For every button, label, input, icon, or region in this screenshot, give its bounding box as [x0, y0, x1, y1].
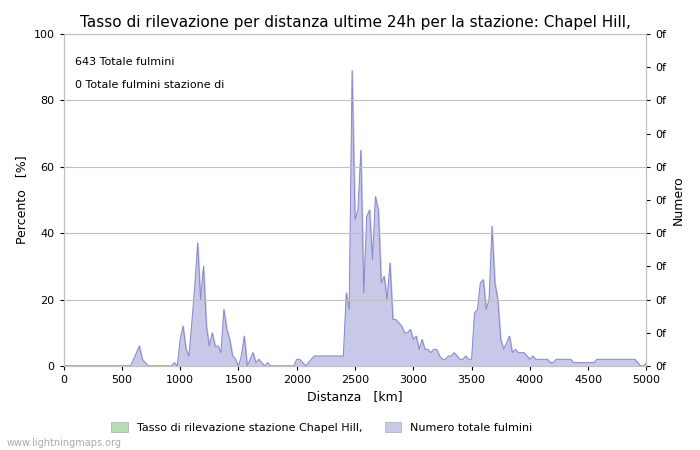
Title: Tasso di rilevazione per distanza ultime 24h per la stazione: Chapel Hill,: Tasso di rilevazione per distanza ultime…	[80, 15, 631, 30]
Y-axis label: Percento   [%]: Percento [%]	[15, 156, 28, 244]
X-axis label: Distanza   [km]: Distanza [km]	[307, 391, 402, 404]
Y-axis label: Numero: Numero	[672, 175, 685, 225]
Legend: Tasso di rilevazione stazione Chapel Hill,, Numero totale fulmini: Tasso di rilevazione stazione Chapel Hil…	[107, 418, 537, 438]
Text: 0 Totale fulmini stazione di: 0 Totale fulmini stazione di	[75, 81, 225, 90]
Text: www.lightningmaps.org: www.lightningmaps.org	[7, 438, 122, 448]
Text: 643 Totale fulmini: 643 Totale fulmini	[75, 57, 175, 67]
